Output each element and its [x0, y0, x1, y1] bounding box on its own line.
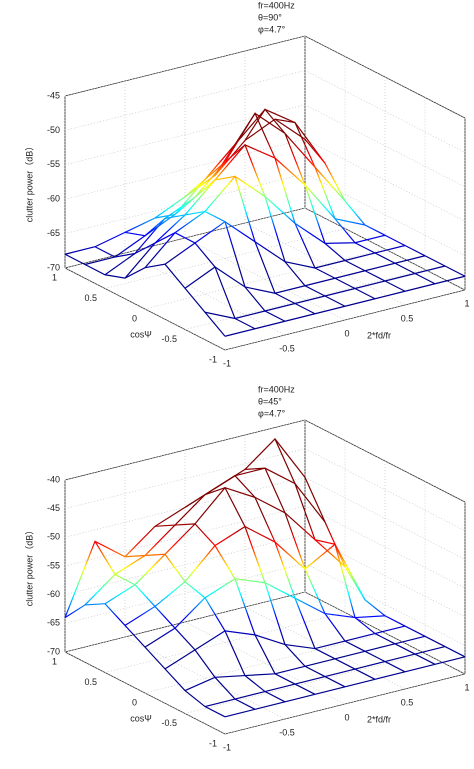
x-axis-label: 2*fd/fr [367, 330, 391, 340]
x-axis-label: 2*fd/fr [367, 714, 391, 724]
z-tick-label: -65 [47, 618, 60, 628]
annotation: fr=400Hz [258, 0, 295, 10]
z-tick-label: -40 [47, 474, 60, 484]
y-tick-label: 0 [132, 313, 137, 323]
grid-line [304, 138, 466, 222]
y-tick-label: 1 [52, 272, 57, 282]
grid-line [64, 104, 306, 166]
surface-column [154, 175, 316, 315]
x-tick-label: 0 [344, 712, 349, 722]
grid-line [224, 673, 466, 735]
surface-row [184, 255, 426, 294]
annotation: fr=400Hz [258, 384, 295, 394]
grid-line [64, 138, 306, 200]
surface-column [244, 467, 406, 673]
y-axis-label: cosΨ [130, 713, 152, 723]
x-tick-label: -0.5 [279, 727, 295, 737]
surface-column [184, 486, 346, 688]
surface-column [214, 474, 376, 680]
x-tick-label: -1 [223, 742, 231, 752]
surface-column [304, 477, 466, 658]
x-tick-label: 1 [464, 682, 469, 692]
z-tick-label: -55 [47, 560, 60, 570]
z-axis-label: clutter power（dB） [24, 526, 34, 607]
z-tick-label: -70 [47, 262, 60, 272]
grid-line [64, 448, 306, 509]
y-tick-label: -0.5 [161, 718, 177, 728]
x-tick-label: 0 [344, 328, 349, 338]
surface-row [144, 578, 386, 648]
z-tick-label: -50 [47, 125, 60, 135]
surface-column [124, 553, 286, 703]
y-tick-label: -1 [209, 738, 217, 748]
x-tick-label: 0.5 [401, 697, 414, 707]
grid-line [64, 505, 306, 567]
grid-line [304, 104, 466, 188]
grid-line [64, 591, 306, 653]
surface-column [214, 112, 376, 300]
y-tick-label: 0.5 [84, 293, 97, 303]
y-tick-label: -0.5 [161, 334, 177, 344]
z-axis-label: clutter power（dB） [24, 142, 34, 223]
x-tick-label: -1 [223, 358, 231, 368]
grid-line [104, 228, 346, 289]
surface-column [244, 108, 406, 292]
x-tick-label: 1 [464, 298, 469, 308]
annotation: φ=4.7° [258, 408, 286, 418]
surface-column [154, 523, 316, 695]
surface-row [124, 144, 366, 279]
surface-column [124, 210, 286, 322]
surface-column [94, 232, 256, 330]
annotation: θ=90° [258, 12, 282, 22]
surface-column [184, 143, 346, 307]
annotation: θ=45° [258, 396, 282, 406]
y-tick-label: -1 [209, 354, 217, 364]
grid-line [224, 289, 466, 351]
surface-column [274, 438, 436, 665]
z-tick-label: -60 [47, 589, 60, 599]
surface-row [164, 625, 406, 670]
z-tick-label: -45 [47, 90, 60, 100]
surface-row [84, 467, 326, 606]
surface-row [84, 108, 326, 266]
z-tick-label: -50 [47, 532, 60, 542]
y-tick-label: 0.5 [84, 677, 97, 687]
surface-column [274, 118, 436, 285]
x-tick-label: -0.5 [279, 343, 295, 353]
grid-line [64, 563, 306, 624]
grid-line [144, 248, 386, 310]
surface-column [94, 540, 256, 710]
grid-line [184, 269, 426, 330]
x-tick-label: 0.5 [401, 313, 414, 323]
surface-column [64, 603, 226, 718]
grid-line [184, 653, 426, 714]
z-tick-label: -60 [47, 194, 60, 204]
z-tick-label: -70 [47, 646, 60, 656]
surface-chart: -70 -65 -60 -55 -50 -45 -1 -0.5 0 0.5 1 1 0.5 0 -0.5 -1… [24, 0, 469, 368]
surface-column [304, 138, 466, 277]
grid-line [244, 222, 406, 306]
surface-column [64, 253, 226, 337]
y-tick-label: 0 [132, 697, 137, 707]
annotation: φ=4.7° [258, 24, 286, 34]
y-tick-label: 1 [52, 656, 57, 666]
z-tick-label: -65 [47, 228, 60, 238]
z-tick-label: -45 [47, 503, 60, 513]
y-axis-label: cosΨ [130, 329, 152, 339]
grid-line [144, 632, 386, 694]
grid-line [104, 612, 346, 673]
z-tick-label: -55 [47, 159, 60, 169]
grid-line [64, 70, 306, 131]
grid-line [124, 252, 286, 336]
surface-row [104, 487, 346, 605]
surface-chart: -70 -65 -60 -55 -50 -45 -40 -1 -0.5 0 0.5 1 1 0.5 0 -0.… [24, 384, 469, 752]
